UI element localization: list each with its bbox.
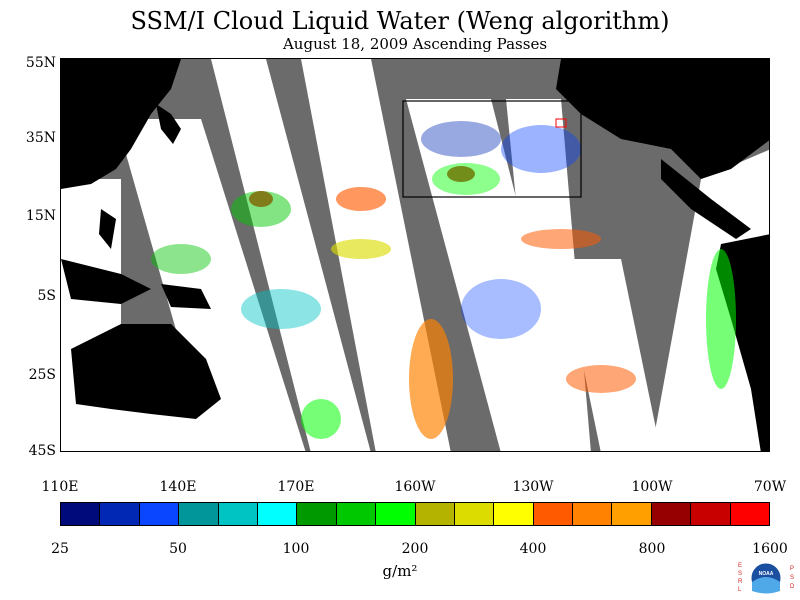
colorbar-swatch bbox=[257, 503, 298, 525]
cloud-patch bbox=[409, 319, 453, 439]
cloud-features bbox=[151, 121, 736, 439]
australia-land bbox=[71, 324, 221, 419]
colorbar-swatch bbox=[139, 503, 180, 525]
cloud-patch bbox=[421, 121, 501, 157]
colorbar-swatch bbox=[454, 503, 495, 525]
colorbar-swatch bbox=[218, 503, 258, 525]
map-panel bbox=[60, 58, 770, 452]
lon-label: 110E bbox=[41, 479, 79, 495]
colorbar-tick-label: 800 bbox=[638, 541, 666, 557]
svg-text:NOAA: NOAA bbox=[759, 571, 774, 577]
cloud-patch bbox=[566, 365, 636, 393]
map-canvas bbox=[61, 59, 769, 451]
colorbar-tick-label: 50 bbox=[169, 541, 187, 557]
central-america-land bbox=[661, 159, 751, 239]
svg-text:P: P bbox=[790, 566, 794, 572]
philippines-land bbox=[99, 209, 116, 249]
colorbar-swatch bbox=[612, 503, 652, 525]
cloud-patch bbox=[461, 279, 541, 339]
colorbar-swatch bbox=[336, 503, 377, 525]
lat-label: 35N bbox=[25, 130, 56, 146]
svg-text:S: S bbox=[738, 571, 742, 577]
colorbar-swatch bbox=[179, 503, 219, 525]
colorbar-tick-label: 25 bbox=[51, 541, 69, 557]
cloud-patch bbox=[447, 166, 475, 182]
region-box bbox=[402, 100, 582, 198]
cloud-patch bbox=[501, 125, 581, 173]
svg-text:R: R bbox=[738, 579, 743, 585]
lon-label: 170E bbox=[277, 479, 315, 495]
lon-label: 140E bbox=[159, 479, 197, 495]
region-box-marker bbox=[555, 118, 567, 128]
cloud-patch bbox=[331, 239, 391, 259]
lon-label: 160W bbox=[394, 479, 436, 495]
cloud-patch bbox=[432, 163, 500, 195]
colorbar-tick-label: 200 bbox=[401, 541, 429, 557]
lat-label: 55N bbox=[25, 55, 56, 71]
lon-label: 130W bbox=[512, 479, 554, 495]
colorbar-tick-label: 1600 bbox=[752, 541, 788, 557]
cloud-patch bbox=[151, 244, 211, 274]
colorbar-swatch bbox=[651, 503, 692, 525]
colorbar-swatch bbox=[691, 503, 731, 525]
colorbar-swatch bbox=[61, 503, 101, 525]
cloud-patch bbox=[336, 187, 386, 211]
colorbar-tick-label: 100 bbox=[282, 541, 310, 557]
swath-west-2 bbox=[211, 59, 371, 451]
lat-label: 15N bbox=[25, 208, 56, 224]
lon-label: 100W bbox=[631, 479, 673, 495]
colorbar-tick-label: 400 bbox=[519, 541, 547, 557]
lat-label: 25S bbox=[28, 367, 56, 383]
colorbar-swatch bbox=[100, 503, 140, 525]
cloud-patch bbox=[249, 191, 273, 207]
cloud-patch bbox=[231, 191, 291, 227]
map-subtitle: August 18, 2009 Ascending Passes bbox=[282, 35, 548, 53]
svg-text:S: S bbox=[790, 575, 794, 581]
colorbar-swatch bbox=[297, 503, 337, 525]
north-america-land bbox=[556, 59, 769, 179]
map-title: SSM/I Cloud Liquid Water (Weng algorithm… bbox=[130, 7, 670, 35]
colorbar bbox=[60, 502, 770, 526]
cloud-patch bbox=[301, 399, 341, 439]
colorbar-swatch bbox=[573, 503, 613, 525]
japan-land bbox=[156, 104, 181, 144]
lon-label: 70W bbox=[753, 479, 787, 495]
swath-east-1 bbox=[506, 99, 591, 451]
land-masses bbox=[61, 59, 769, 451]
cloud-patch bbox=[521, 229, 601, 249]
colorbar-swatch bbox=[376, 503, 416, 525]
svg-text:D: D bbox=[790, 584, 795, 590]
svg-text:L: L bbox=[738, 587, 742, 593]
swath-east-2 bbox=[561, 259, 661, 451]
cloud-patch bbox=[706, 249, 736, 389]
colorbar-swatch bbox=[730, 503, 770, 525]
colorbar-swatch bbox=[494, 503, 534, 525]
lat-label: 5S bbox=[37, 288, 57, 304]
new-guinea-land bbox=[161, 284, 211, 309]
indonesia-land bbox=[61, 259, 151, 304]
asia-land bbox=[61, 59, 181, 189]
lat-label: 45S bbox=[28, 443, 56, 459]
colorbar-swatch bbox=[533, 503, 574, 525]
svg-text:E: E bbox=[738, 563, 742, 569]
colorbar-swatch bbox=[415, 503, 455, 525]
colorbar-unit-label: g/m² bbox=[382, 562, 418, 580]
cloud-patch bbox=[241, 289, 321, 329]
